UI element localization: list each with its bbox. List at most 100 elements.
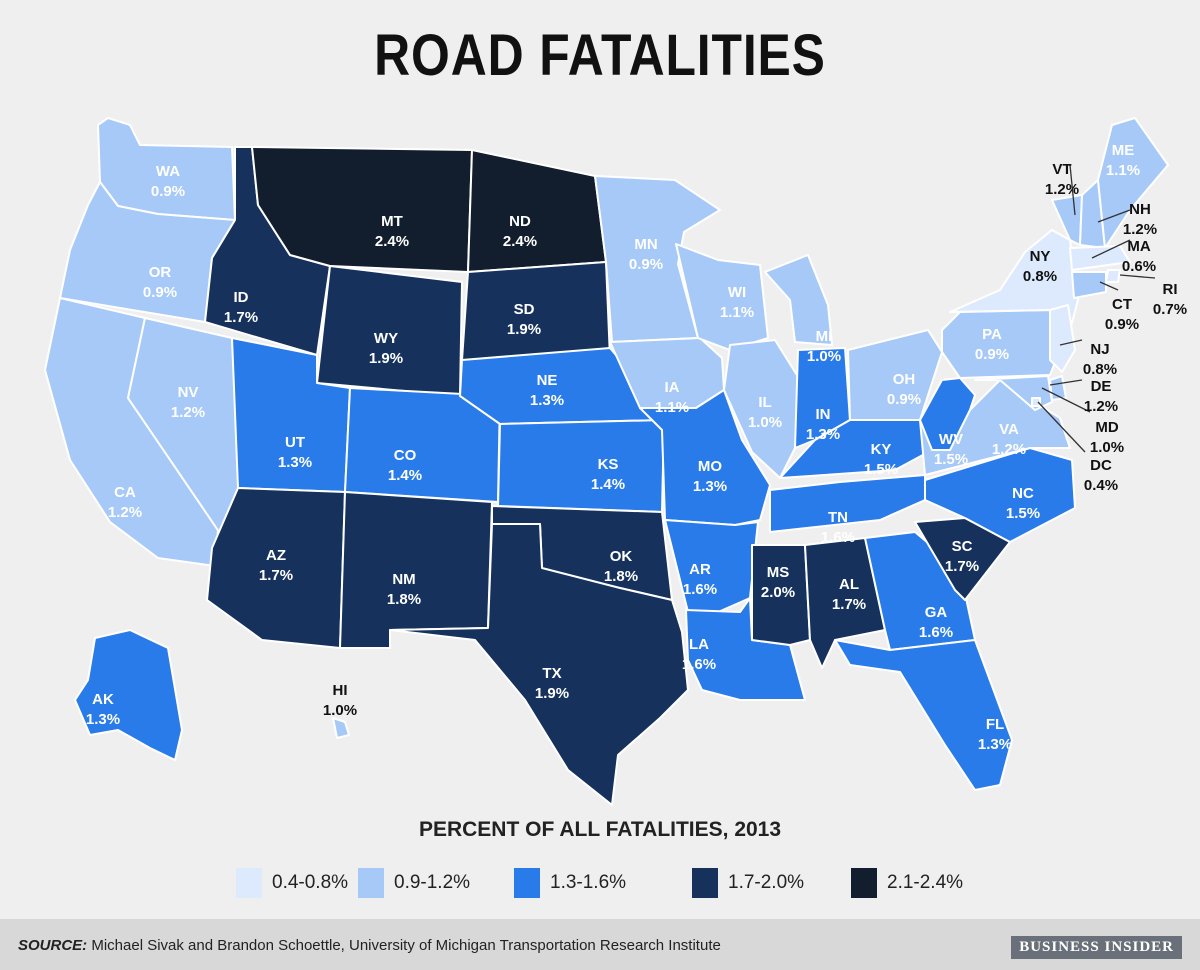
state-abbr: LA bbox=[688, 636, 709, 653]
state-ks bbox=[497, 419, 665, 513]
state-label-ny: NY 0.8% bbox=[1023, 247, 1057, 287]
state-value: 1.6% bbox=[682, 581, 718, 598]
state-label-dc: DC 0.4% bbox=[1084, 456, 1118, 496]
state-abbr: AL bbox=[838, 576, 859, 593]
state-value: 1.0% bbox=[1089, 439, 1125, 456]
state-abbr: AZ bbox=[265, 547, 286, 564]
state-abbr: WA bbox=[155, 163, 181, 180]
state-value: 1.6% bbox=[918, 624, 954, 641]
state-label-ar: AR 1.6% bbox=[683, 560, 717, 600]
state-abbr: RI bbox=[1162, 281, 1178, 298]
state-label-wy: WY 1.9% bbox=[369, 329, 403, 369]
source-text: Michael Sivak and Brandon Schoettle, Uni… bbox=[87, 937, 721, 954]
leader-line bbox=[1097, 209, 1131, 223]
state-value: 1.3% bbox=[805, 426, 841, 443]
state-abbr: OK bbox=[609, 548, 633, 565]
state-label-oh: OH 0.9% bbox=[887, 370, 921, 410]
state-abbr: CT bbox=[1111, 296, 1132, 313]
legend-swatch bbox=[851, 868, 877, 898]
state-value: 1.3% bbox=[692, 478, 728, 495]
leader-line bbox=[1119, 274, 1156, 279]
state-label-az: AZ 1.7% bbox=[259, 546, 293, 586]
state-abbr: MN bbox=[634, 236, 658, 253]
state-abbr: AR bbox=[689, 561, 711, 578]
legend-swatch bbox=[692, 868, 718, 898]
state-abbr: NC bbox=[1012, 485, 1034, 502]
state-label-la: LA 1.6% bbox=[682, 635, 716, 675]
state-abbr: NY bbox=[1029, 248, 1051, 265]
legend-swatch bbox=[236, 868, 262, 898]
state-label-wi: WI 1.1% bbox=[720, 283, 754, 323]
state-label-tn: TN 1.6% bbox=[821, 508, 855, 548]
state-value: 1.4% bbox=[387, 467, 423, 484]
state-label-me: ME 1.1% bbox=[1106, 141, 1140, 181]
state-value: 1.1% bbox=[654, 399, 690, 416]
state-nj bbox=[1049, 304, 1076, 373]
state-wv bbox=[919, 377, 976, 451]
state-ri bbox=[1105, 269, 1121, 283]
leader-line bbox=[1069, 164, 1076, 216]
state-ms bbox=[751, 544, 811, 646]
state-value: 1.9% bbox=[534, 685, 570, 702]
state-value: 1.2% bbox=[170, 404, 206, 421]
state-value: 0.7% bbox=[1152, 301, 1188, 318]
state-value: 0.6% bbox=[1121, 258, 1157, 275]
state-label-hi: HI 1.0% bbox=[323, 681, 357, 721]
state-value: 1.2% bbox=[107, 504, 143, 521]
state-abbr: CA bbox=[114, 484, 136, 501]
state-abbr: TN bbox=[827, 509, 848, 526]
state-value: 1.5% bbox=[863, 461, 899, 478]
state-label-tx: TX 1.9% bbox=[535, 664, 569, 704]
state-value: 0.9% bbox=[628, 256, 664, 273]
state-mi bbox=[764, 254, 833, 346]
state-value: 1.2% bbox=[991, 441, 1027, 458]
state-abbr: DC bbox=[1090, 457, 1112, 474]
state-label-in: IN 1.3% bbox=[806, 405, 840, 445]
state-label-nv: NV 1.2% bbox=[171, 383, 205, 423]
state-abbr: MI bbox=[815, 328, 833, 345]
state-abbr: WV bbox=[938, 431, 964, 448]
state-nc bbox=[924, 447, 1076, 543]
state-abbr: SC bbox=[951, 538, 973, 555]
state-label-nm: NM 1.8% bbox=[387, 570, 421, 610]
state-abbr: OR bbox=[148, 264, 172, 281]
state-abbr: SD bbox=[513, 301, 535, 318]
state-label-ri: RI 0.7% bbox=[1153, 280, 1187, 320]
state-abbr: AK bbox=[92, 691, 114, 708]
leader-line bbox=[1091, 239, 1131, 259]
state-abbr: NJ bbox=[1090, 341, 1110, 358]
state-abbr: ND bbox=[509, 213, 531, 230]
state-label-ct: CT 0.9% bbox=[1105, 295, 1139, 335]
state-label-ma: MA 0.6% bbox=[1122, 237, 1156, 277]
state-value: 1.7% bbox=[258, 567, 294, 584]
state-ma bbox=[1069, 245, 1131, 271]
state-label-ne: NE 1.3% bbox=[530, 371, 564, 411]
source-label: SOURCE: bbox=[18, 937, 88, 954]
state-abbr: MA bbox=[1127, 238, 1151, 255]
state-label-de: DE 1.2% bbox=[1084, 377, 1118, 417]
state-value: 1.1% bbox=[1105, 162, 1141, 179]
state-value: 1.3% bbox=[529, 392, 565, 409]
state-ak bbox=[74, 629, 183, 761]
state-value: 1.5% bbox=[933, 451, 969, 468]
state-la bbox=[685, 597, 806, 701]
state-value: 1.0% bbox=[806, 348, 842, 365]
state-value: 0.9% bbox=[1104, 316, 1140, 333]
state-label-pa: PA 0.9% bbox=[975, 325, 1009, 365]
state-value: 1.4% bbox=[590, 476, 626, 493]
state-abbr: ID bbox=[233, 289, 249, 306]
state-mo bbox=[639, 389, 771, 526]
state-label-fl: FL 1.3% bbox=[978, 715, 1012, 755]
state-abbr: WY bbox=[373, 330, 399, 347]
state-label-il: IL 1.0% bbox=[748, 393, 782, 433]
state-value: 2.4% bbox=[502, 233, 538, 250]
state-value: 2.4% bbox=[374, 233, 410, 250]
state-label-ok: OK 1.8% bbox=[604, 547, 638, 587]
state-abbr: VA bbox=[999, 421, 1019, 438]
map-title: ROAD FATALITIES bbox=[374, 23, 826, 88]
state-value: 0.9% bbox=[974, 346, 1010, 363]
state-value: 1.3% bbox=[85, 711, 121, 728]
state-abbr: OH bbox=[892, 371, 916, 388]
state-abbr: TX bbox=[542, 665, 562, 682]
state-value: 1.5% bbox=[1005, 505, 1041, 522]
